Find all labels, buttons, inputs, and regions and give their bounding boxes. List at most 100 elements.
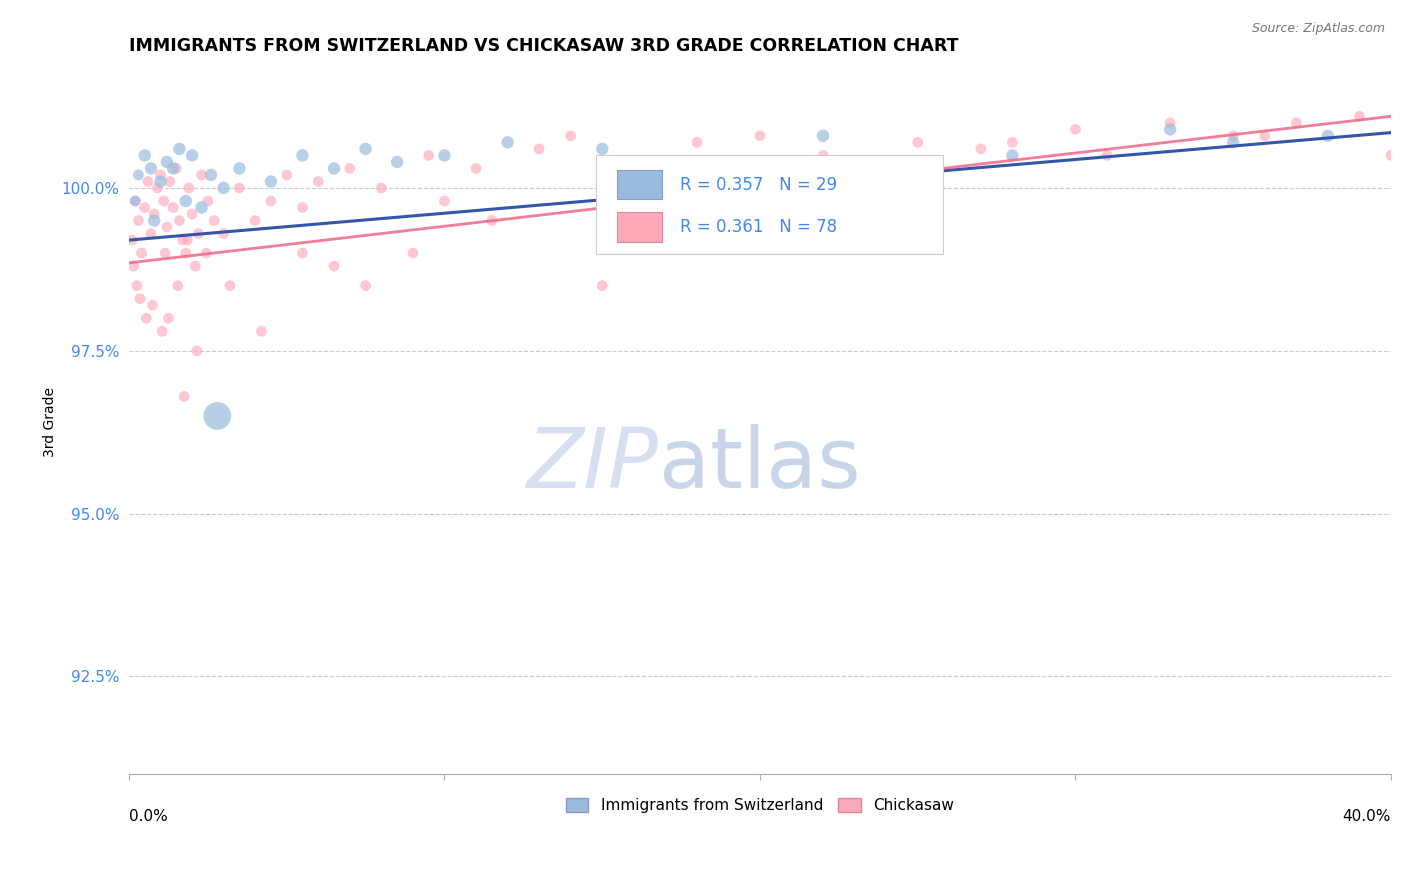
Point (354, 142, 377, 156)
Point (243, 213, 266, 227)
Point (136, 174, 159, 188)
Text: 40.0%: 40.0% (1343, 809, 1391, 824)
Point (172, 233, 194, 247)
Point (125, 278, 148, 293)
Point (166, 278, 188, 293)
Point (717, 213, 740, 227)
Point (527, 142, 550, 156)
Point (131, 246, 153, 260)
Point (202, 213, 225, 227)
Point (654, 213, 676, 227)
Point (200, 168, 222, 182)
Point (260, 174, 283, 188)
Point (197, 194, 219, 208)
Point (149, 174, 172, 188)
Point (749, 128, 772, 143)
Point (591, 278, 613, 293)
Point (195, 246, 218, 260)
Point (177, 181, 200, 195)
Point (152, 194, 174, 208)
Point (1222, 128, 1244, 143)
Point (276, 168, 298, 182)
Point (122, 259, 145, 273)
Text: ZIP: ZIP (527, 424, 659, 505)
Point (370, 181, 392, 195)
Point (181, 207, 204, 221)
Point (1348, 109, 1371, 123)
Point (354, 278, 377, 293)
Point (169, 213, 191, 227)
Point (174, 246, 197, 260)
Point (143, 207, 166, 221)
Point (212, 227, 235, 241)
Point (1064, 122, 1087, 136)
Point (1316, 128, 1339, 143)
Point (481, 213, 503, 227)
Point (560, 128, 582, 143)
Point (139, 161, 162, 176)
Point (686, 136, 709, 150)
Point (127, 168, 149, 182)
Point (190, 201, 212, 215)
Point (433, 148, 456, 162)
Point (339, 161, 361, 176)
Point (228, 181, 250, 195)
Point (418, 148, 440, 162)
Text: atlas: atlas (659, 424, 860, 505)
Point (228, 161, 250, 176)
Point (323, 161, 346, 176)
Point (134, 201, 156, 215)
Point (219, 278, 242, 293)
Point (150, 324, 173, 338)
Point (165, 161, 187, 176)
Point (129, 292, 152, 306)
Point (402, 246, 425, 260)
Text: 0.0%: 0.0% (129, 809, 167, 824)
Point (149, 168, 172, 182)
Point (162, 201, 184, 215)
Point (159, 174, 181, 188)
Point (250, 324, 273, 338)
Point (139, 227, 162, 241)
Point (186, 343, 208, 358)
Point (162, 161, 184, 176)
Point (135, 311, 157, 326)
Point (323, 259, 346, 273)
Point (496, 136, 519, 150)
Point (146, 181, 169, 195)
Point (1222, 136, 1244, 150)
Text: Source: ZipAtlas.com: Source: ZipAtlas.com (1251, 22, 1385, 36)
Text: IMMIGRANTS FROM SWITZERLAND VS CHICKASAW 3RD GRADE CORRELATION CHART: IMMIGRANTS FROM SWITZERLAND VS CHICKASAW… (129, 37, 959, 55)
Point (124, 194, 146, 208)
Point (811, 128, 834, 143)
Point (181, 148, 204, 162)
Point (142, 298, 165, 312)
Point (187, 227, 209, 241)
Point (1095, 148, 1118, 162)
Point (173, 389, 195, 403)
Point (176, 233, 198, 247)
Point (121, 233, 143, 247)
Point (190, 168, 212, 182)
Point (291, 201, 314, 215)
Point (291, 246, 314, 260)
Point (291, 148, 314, 162)
Point (907, 136, 929, 150)
Legend: Immigrants from Switzerland, Chickasaw: Immigrants from Switzerland, Chickasaw (560, 792, 960, 819)
Point (307, 174, 329, 188)
Y-axis label: 3rd Grade: 3rd Grade (44, 387, 58, 458)
Point (143, 213, 166, 227)
Point (212, 181, 235, 195)
Point (124, 194, 146, 208)
Text: R = 0.361   N = 78: R = 0.361 N = 78 (681, 218, 838, 235)
Point (465, 161, 488, 176)
Point (1254, 128, 1277, 143)
Point (1159, 122, 1181, 136)
Point (433, 194, 456, 208)
Point (1285, 116, 1308, 130)
Point (156, 155, 179, 169)
Point (156, 220, 179, 235)
Point (1379, 148, 1402, 162)
Point (1001, 136, 1024, 150)
Point (184, 259, 207, 273)
